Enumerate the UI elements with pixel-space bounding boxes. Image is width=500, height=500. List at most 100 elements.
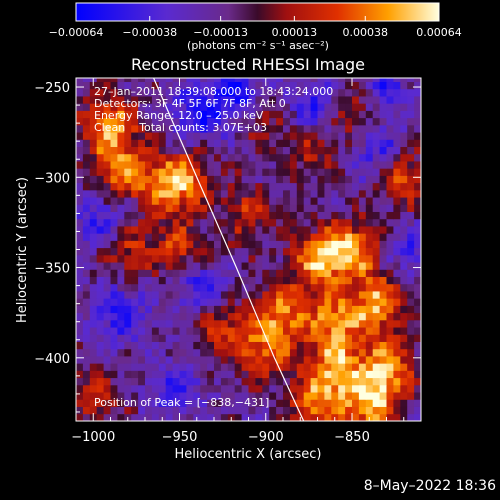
heatmap-cell [131,377,139,386]
heatmap-cell [179,81,187,90]
heatmap-cell [372,392,380,400]
heatmap-cell [352,269,360,277]
heatmap-cell [214,327,222,335]
heatmap-cell [193,283,201,292]
heatmap-cell [110,384,118,393]
heatmap-cell [151,139,160,147]
heatmap-cell [352,377,360,386]
heatmap-cell [172,269,180,277]
heatmap-cell [89,269,98,277]
heatmap-cell [76,182,84,191]
heatmap-cell [400,392,408,400]
heatmap-cell [220,269,229,277]
heatmap-cell [365,124,374,133]
heatmap-cell [241,377,249,386]
heatmap-cell [407,110,415,119]
heatmap-cell [303,406,311,415]
heatmap-cell [214,153,222,162]
heatmap-cell [386,399,394,407]
heatmap-cell [207,96,215,104]
heatmap-cell [269,168,277,176]
heatmap-cell [269,305,277,314]
heatmap-cell [276,78,284,83]
heatmap-cell [220,161,229,169]
heatmap-cell [289,262,298,270]
heatmap-cell [96,240,104,249]
heatmap-cell [131,262,139,270]
heatmap-cell [324,110,332,119]
heatmap-cell [269,139,277,147]
heatmap-cell [317,233,325,241]
heatmap-cell [200,247,208,256]
heatmap-cell [207,161,215,169]
heatmap-cell [186,110,194,119]
heatmap-cell [400,161,408,169]
heatmap-cell [338,211,346,220]
heatmap-cell [303,269,311,277]
heatmap-cell [179,189,187,198]
heatmap-cell [358,312,367,321]
heatmap-cell [317,334,325,342]
heatmap-cell [165,254,173,263]
heatmap-cell [317,88,325,97]
heatmap-cell [358,406,367,415]
heatmap-cell [207,78,215,83]
heatmap-cell [124,305,132,314]
heatmap-cell [241,168,249,176]
heatmap-cell [296,110,305,119]
heatmap-cell [220,117,229,126]
y-tick-label: −400 [34,352,70,367]
heatmap-cell [338,247,346,256]
heatmap-cell [345,319,353,328]
heatmap-cell [117,204,125,212]
heatmap-cell [352,182,360,191]
heatmap-cell [283,110,291,119]
heatmap-cell [289,247,298,256]
heatmap-cell [241,81,249,90]
heatmap-cell [110,356,118,364]
heatmap-cell [358,247,367,256]
heatmap-cell [158,139,167,147]
heatmap-cell [386,384,394,393]
heatmap-cell [255,262,263,270]
heatmap-cell [186,399,194,407]
heatmap-cell [110,269,118,277]
heatmap-cell [310,168,318,176]
heatmap-cell [303,88,311,97]
heatmap-cell [76,161,84,169]
heatmap-cell [317,283,325,292]
heatmap-cell [158,283,167,292]
heatmap-cell [338,356,346,364]
heatmap-cell [200,132,208,140]
heatmap-cell [124,334,132,342]
heatmap-cell [234,413,242,421]
heatmap-cell [296,211,305,220]
heatmap-cell [414,233,421,241]
heatmap-cell [117,327,125,335]
heatmap-cell [386,168,394,176]
heatmap-cell [310,189,318,198]
heatmap-cell [200,334,208,342]
heatmap-cell [158,168,167,176]
heatmap-cell [386,269,394,277]
heatmap-cell [214,175,222,184]
heatmap-cell [338,146,346,155]
heatmap-cell [289,240,298,249]
heatmap-cell [234,298,242,306]
heatmap-cell [269,240,277,249]
heatmap-cell [269,96,277,104]
heatmap-cell [103,406,111,415]
heatmap-cell [276,226,284,234]
heatmap-cell [338,392,346,400]
heatmap-cell [207,283,215,292]
heatmap-cell [365,254,374,263]
heatmap-cell [96,399,104,407]
heatmap-cell [131,124,139,133]
heatmap-cell [220,189,229,198]
heatmap-cell [372,276,380,285]
heatmap-cell [200,182,208,191]
heatmap-cell [248,96,256,104]
heatmap-cell [110,175,118,184]
heatmap-cell [379,226,387,234]
heatmap-cell [138,262,146,270]
